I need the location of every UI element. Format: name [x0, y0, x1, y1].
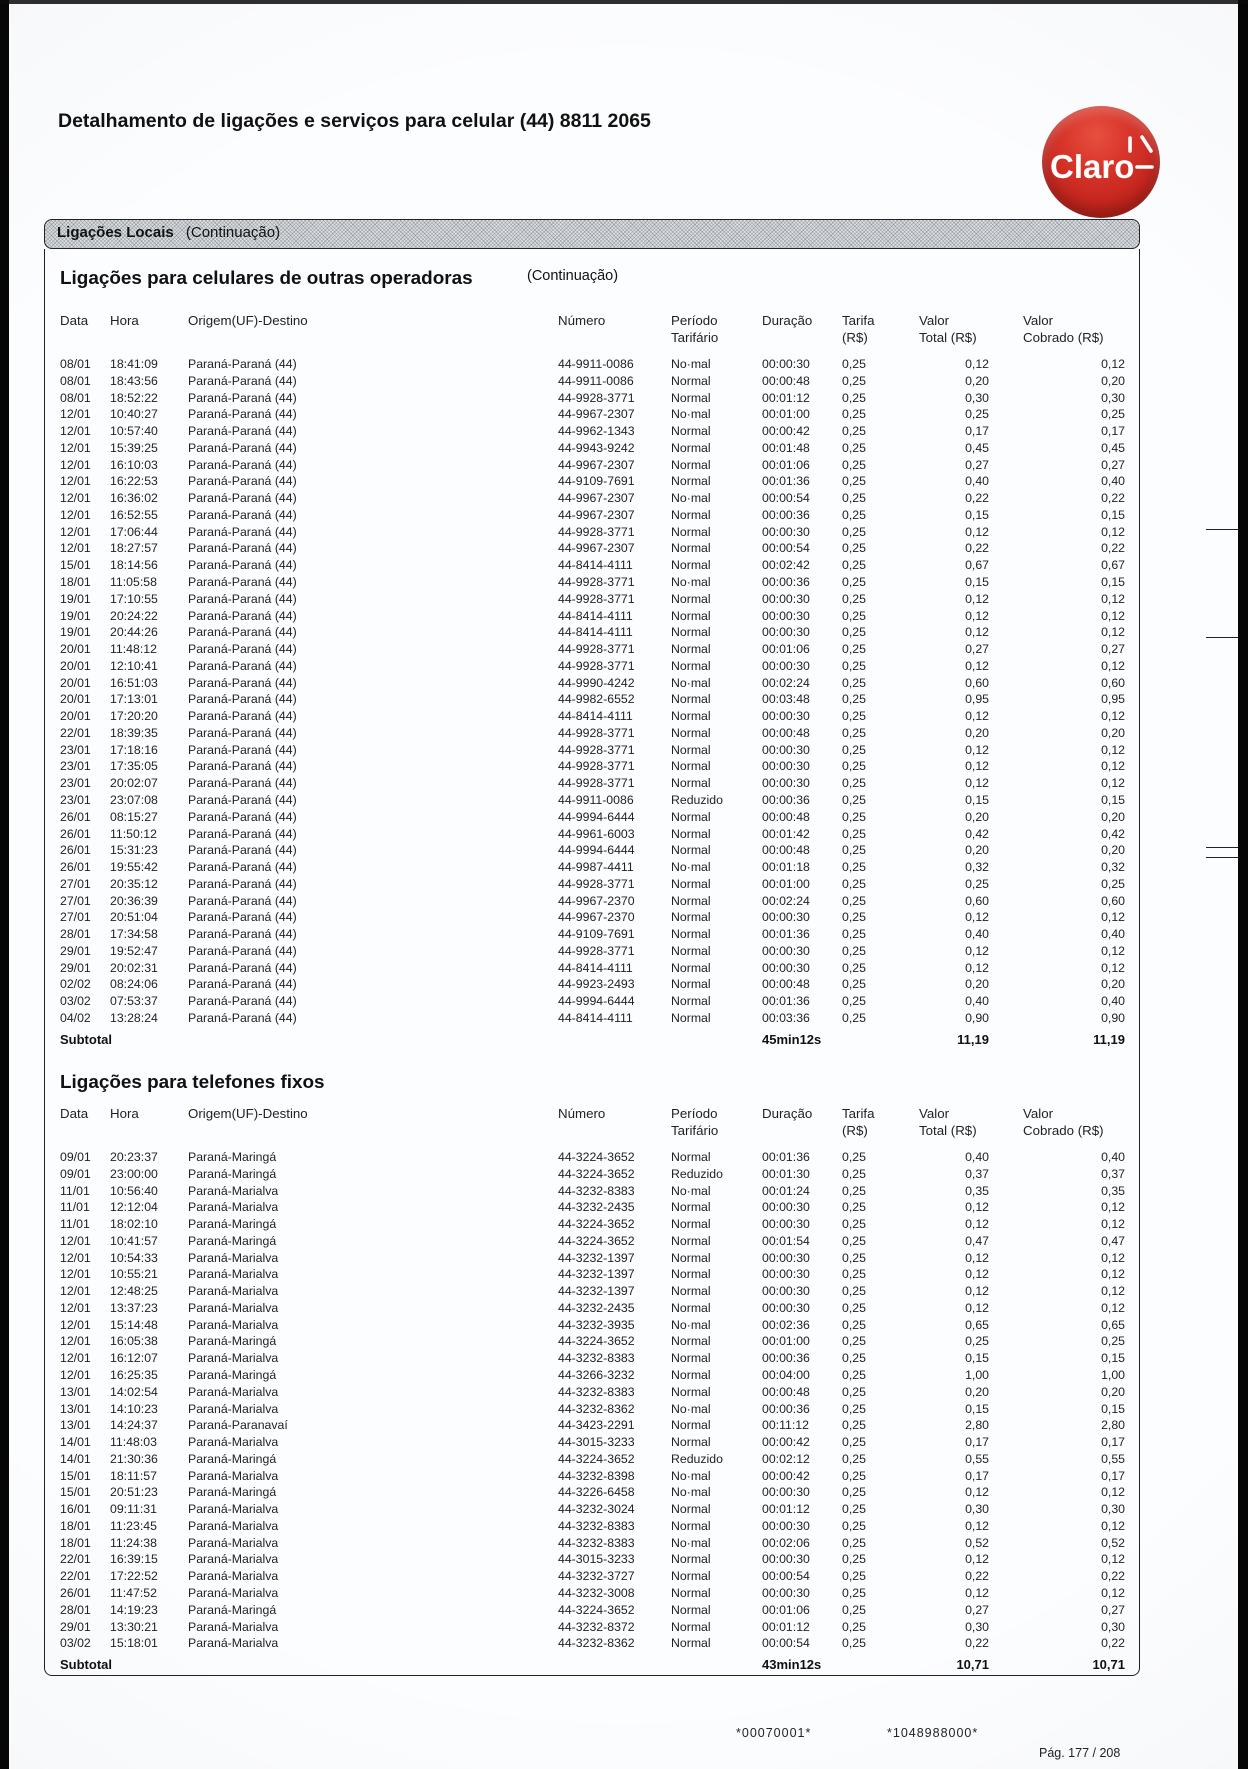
svg-text:Claro: Claro — [1050, 148, 1134, 185]
